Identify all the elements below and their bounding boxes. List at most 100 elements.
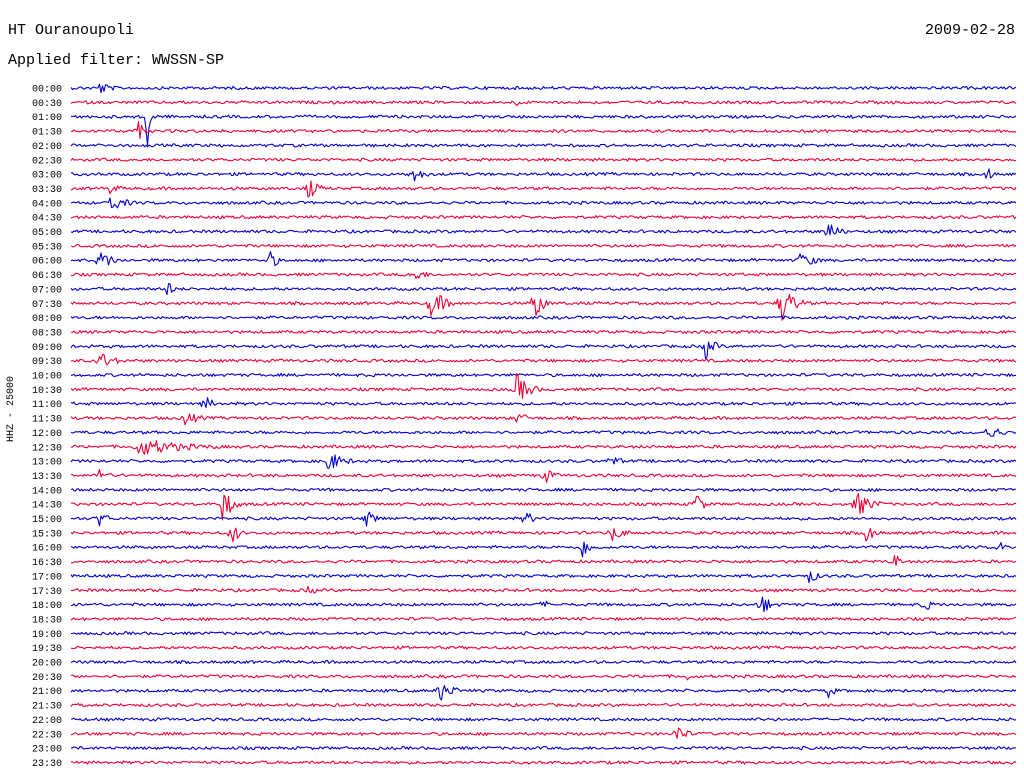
trace-0600	[70, 251, 1017, 267]
trace-0900	[70, 341, 1017, 360]
time-label-1200: 12:00	[32, 429, 62, 440]
trace-2130	[70, 702, 1017, 708]
time-label-1300: 13:00	[32, 458, 62, 469]
trace-0400	[70, 197, 1017, 209]
trace-2030	[70, 674, 1017, 681]
trace-1500	[70, 511, 1017, 527]
time-label-1830: 18:30	[32, 615, 62, 626]
time-label-0530: 05:30	[32, 242, 62, 253]
trace-0730	[70, 293, 1017, 321]
time-label-0300: 03:00	[32, 171, 62, 182]
time-label-0230: 02:30	[32, 156, 62, 167]
time-label-2130: 21:30	[32, 702, 62, 713]
time-label-1430: 14:30	[32, 501, 62, 512]
trace-0300	[70, 168, 1017, 182]
trace-0030	[70, 100, 1017, 107]
trace-1430	[70, 493, 1017, 521]
station-title: HT Ouranoupoli	[8, 22, 135, 39]
time-label-1800: 18:00	[32, 601, 62, 612]
time-label-1900: 19:00	[32, 630, 62, 641]
time-label-2230: 22:30	[32, 730, 62, 741]
time-label-0700: 07:00	[32, 285, 62, 296]
time-label-1230: 12:30	[32, 443, 62, 454]
time-label-0930: 09:30	[32, 357, 62, 368]
trace-1730	[71, 585, 1017, 594]
trace-0830	[70, 329, 1017, 335]
trace-2100	[70, 685, 1017, 701]
time-label-0430: 04:30	[32, 214, 62, 225]
trace-1400	[70, 487, 1017, 493]
trace-0130	[70, 120, 1017, 140]
trace-1200	[70, 428, 1017, 437]
trace-1600	[70, 541, 1017, 558]
trace-1100	[70, 397, 1017, 409]
time-label-0900: 09:00	[32, 343, 62, 354]
time-label-2030: 20:30	[32, 673, 62, 684]
time-label-1630: 16:30	[32, 558, 62, 569]
time-label-2000: 20:00	[32, 659, 62, 670]
trace-1330	[70, 469, 1017, 483]
time-label-1700: 17:00	[32, 572, 62, 583]
filter-label: Applied filter: WWSSN-SP	[8, 52, 225, 69]
trace-1900	[70, 631, 1017, 636]
trace-1030	[70, 372, 1017, 399]
trace-0330	[70, 180, 1017, 198]
time-label-2300: 23:00	[32, 745, 62, 756]
trace-0000	[70, 83, 1017, 94]
time-label-1530: 15:30	[32, 529, 62, 540]
time-label-2100: 21:00	[32, 687, 62, 698]
time-label-0000: 00:00	[32, 85, 62, 96]
trace-0100	[71, 114, 1017, 146]
time-label-1730: 17:30	[32, 587, 62, 598]
time-label-1500: 15:00	[32, 515, 62, 526]
time-label-1930: 19:30	[32, 644, 62, 655]
time-label-1330: 13:30	[32, 472, 62, 483]
trace-1700	[70, 571, 1017, 584]
trace-1000	[70, 372, 1017, 378]
time-label-1000: 10:00	[32, 372, 62, 383]
trace-1300	[70, 454, 1017, 469]
trace-0800	[70, 315, 1017, 320]
trace-2230	[70, 727, 1017, 739]
time-label-2330: 23:30	[32, 759, 62, 770]
trace-0530	[70, 243, 1017, 249]
time-label-0830: 08:30	[32, 328, 62, 339]
time-label-1600: 16:00	[32, 544, 62, 555]
trace-2000	[70, 659, 1017, 665]
trace-1530	[70, 527, 1017, 543]
trace-1230	[70, 440, 1017, 455]
trace-0430	[70, 215, 1017, 220]
time-label-1130: 11:30	[32, 415, 62, 426]
time-label-0200: 02:00	[32, 142, 62, 153]
trace-0930	[70, 353, 1017, 366]
time-label-0600: 06:00	[32, 257, 62, 268]
time-label-0100: 01:00	[32, 113, 62, 124]
trace-2330	[70, 760, 1017, 765]
time-label-0400: 04:00	[32, 199, 62, 210]
time-label-0500: 05:00	[32, 228, 62, 239]
trace-1130	[70, 413, 1017, 426]
trace-1800	[70, 596, 1017, 613]
time-label-1400: 14:00	[32, 486, 62, 497]
time-label-0800: 08:00	[32, 314, 62, 325]
trace-0500	[70, 224, 1017, 236]
trace-0630	[71, 271, 1017, 279]
trace-0700	[70, 283, 1017, 296]
time-label-0730: 07:30	[32, 300, 62, 311]
time-label-2200: 22:00	[32, 716, 62, 727]
time-label-0030: 00:30	[32, 99, 62, 110]
trace-0200	[70, 143, 1017, 148]
trace-2300	[71, 745, 1017, 751]
date-label: 2009-02-28	[924, 22, 1015, 39]
time-label-1100: 11:00	[32, 400, 62, 411]
trace-0230	[70, 157, 1017, 162]
time-label-0330: 03:30	[32, 185, 62, 196]
time-label-0630: 06:30	[32, 271, 62, 282]
trace-2200	[70, 717, 1017, 722]
trace-1630	[70, 555, 1017, 566]
time-label-0130: 01:30	[32, 128, 62, 139]
time-label-1030: 10:30	[32, 386, 62, 397]
trace-1830	[70, 616, 1017, 622]
trace-1930	[70, 645, 1017, 650]
